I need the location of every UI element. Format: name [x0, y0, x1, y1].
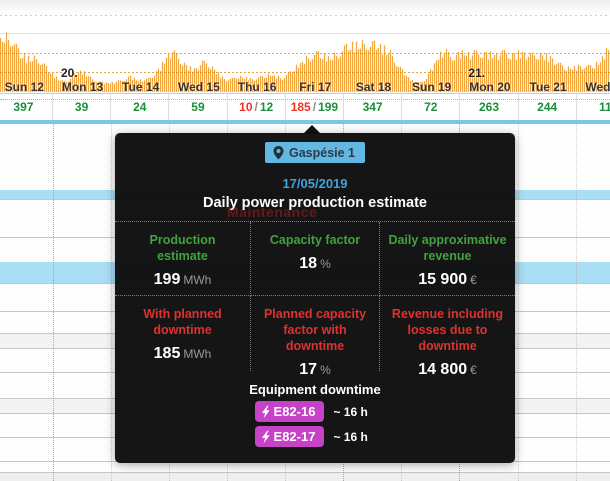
day-total-cell[interactable]: 72 — [402, 94, 461, 121]
tooltip-date: 17/05/2019 — [282, 175, 348, 191]
metrics-grid: Production estimate 199 MWh Capacity factor… — [115, 222, 515, 378]
day-label: Tue 14 — [122, 80, 160, 94]
metric-value: 18% — [299, 255, 331, 272]
metric-unit: € — [470, 273, 477, 287]
day-total-cell[interactable]: 24 — [111, 94, 170, 121]
hourly-production-chart: 20. 21. Sun 12 Mon 13 Tue 14 Wed 15 Thu 16 Fri… — [0, 0, 610, 94]
tooltip-title: Daily power production estimate — [203, 194, 427, 211]
estimate-total-value: 12 — [259, 100, 274, 114]
turbine-badge: E82-16 — [254, 401, 325, 422]
day-details-tooltip: Maintenance Gaspésie 1 17/05/2019 Daily … — [115, 125, 515, 463]
estimate-total-value: 244 — [537, 100, 558, 114]
week-number-label: 21. — [468, 66, 486, 80]
downtime-total-value: 185 — [290, 100, 311, 114]
metric-unit: MWh — [183, 347, 212, 361]
schedule-row-band — [0, 472, 610, 481]
tooltip-header: Gaspésie 1 17/05/2019 Daily power produc… — [115, 133, 515, 222]
metric-cell: Revenue including losses due to downtime… — [380, 296, 515, 378]
metric-label: Revenue including losses due to downtime — [391, 307, 504, 353]
day-boundary-line — [111, 124, 112, 481]
day-label: Tue 21 — [529, 80, 567, 94]
downtime-total-value: 10 — [239, 100, 253, 114]
metric-cell: Production estimate 199 MWh — [115, 222, 251, 296]
value-separator: / — [254, 100, 258, 114]
day-label: Wed 15 — [177, 80, 220, 94]
production-bars-svg — [0, 15, 610, 92]
day-total-cell[interactable]: 244 — [519, 94, 577, 121]
orange-axis-line — [0, 99, 610, 100]
location-pin-icon — [273, 145, 284, 159]
day-label: Fri 17 — [299, 80, 332, 94]
metric-cell: With planned downtime 185 MWh — [115, 296, 251, 371]
metric-unit: MWh — [183, 273, 212, 287]
estimate-total-value: 72 — [424, 100, 438, 114]
day-boundary-line — [53, 124, 54, 481]
day-boundary-line — [518, 124, 519, 481]
estimate-total-value: 263 — [478, 100, 499, 114]
metric-value: 185 MWh — [153, 345, 212, 362]
lightning-icon — [261, 430, 270, 443]
day-label: Wed 22 — [585, 80, 610, 94]
day-label: Sun 12 — [4, 80, 44, 94]
day-total-cell[interactable]: 347 — [344, 94, 403, 121]
schedule-row-line — [0, 472, 610, 473]
metric-cell: Planned capacity factor with downtime 17% — [251, 296, 380, 378]
day-total-cell[interactable]: 263 — [460, 94, 519, 121]
metric-label: Daily approximative revenue — [388, 233, 507, 263]
turbine-badge: E82-17 — [254, 426, 325, 447]
estimate-total-value: 199 — [318, 100, 339, 114]
estimate-total-value: 11 — [599, 100, 610, 114]
day-label: Mon 20 — [469, 80, 511, 94]
daily-totals-row: 397 39 24 59 10/12 185/199 347 72 263 244 11 — [0, 93, 610, 121]
tooltip-pointer — [303, 125, 321, 134]
estimate-total-value: 39 — [74, 100, 89, 114]
day-boundary-line — [576, 124, 577, 481]
day-label: Sun 19 — [412, 80, 452, 94]
week-number-label: 20. — [61, 66, 78, 80]
day-total-cell[interactable]: 39 — [53, 94, 112, 121]
metric-label: Production estimate — [149, 233, 216, 263]
location-badge: Gaspésie 1 — [264, 142, 365, 163]
metric-label: Capacity factor — [269, 233, 361, 247]
day-total-cell[interactable]: 59 — [169, 94, 228, 121]
metric-label: With planned downtime — [143, 307, 222, 337]
metric-value: 199 MWh — [153, 271, 212, 288]
location-badge-label: Gaspésie 1 — [288, 145, 355, 160]
turbine-name: E82-17 — [273, 429, 316, 444]
day-total-cell[interactable]: 397 — [0, 94, 53, 121]
estimate-total-value: 59 — [191, 100, 205, 114]
metric-value: 15 900 € — [418, 271, 477, 288]
day-label: Thu 16 — [237, 80, 277, 94]
day-total-cell[interactable]: 185/199 — [286, 94, 344, 121]
metric-label: Planned capacity factor with downtime — [263, 307, 367, 353]
estimate-total-value: 347 — [362, 100, 383, 114]
metric-unit: % — [320, 257, 331, 271]
turbine-name: E82-16 — [273, 404, 316, 419]
value-separator: / — [312, 100, 317, 114]
day-total-cell[interactable]: 10/12 — [228, 94, 286, 121]
metric-value: 17% — [299, 361, 331, 378]
metric-unit: % — [320, 363, 331, 377]
downtime-duration: ~ 16 h — [333, 404, 368, 419]
equipment-downtime-title: Equipment downtime — [249, 382, 381, 397]
equipment-row: E82-17 ~ 16 h — [115, 426, 515, 447]
lightning-icon — [261, 405, 270, 418]
production-bars — [0, 32, 610, 92]
equipment-row: E82-16 ~ 16 h — [115, 401, 515, 422]
equipment-list: E82-16 ~ 16 h E82-17 ~ 16 h — [115, 401, 515, 447]
day-label: Mon 13 — [61, 80, 104, 94]
metric-cell: Capacity factor 18% — [251, 222, 380, 296]
estimate-total-value: 397 — [13, 100, 34, 114]
maintenance-ghost-label: Maintenance — [227, 204, 318, 220]
day-label: Sat 18 — [355, 80, 392, 94]
timeline-divider — [0, 120, 610, 124]
metric-value: 14 800 € — [418, 361, 477, 378]
metric-unit: € — [470, 363, 477, 377]
downtime-duration: ~ 16 h — [333, 429, 368, 444]
estimate-total-value: 24 — [133, 100, 147, 114]
equipment-downtime-section: Equipment downtime E82-16 ~ 16 h E82-17 ~ 1… — [115, 371, 515, 447]
metric-cell: Daily approximative revenue 15 900 € — [380, 222, 515, 296]
day-total-cell[interactable]: 11 — [577, 94, 610, 121]
